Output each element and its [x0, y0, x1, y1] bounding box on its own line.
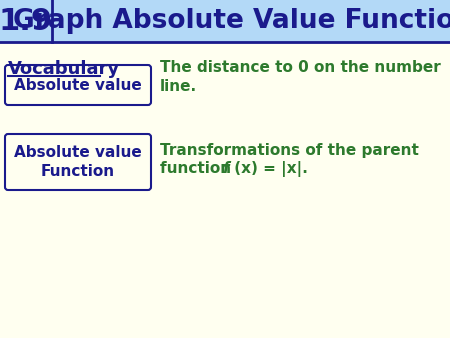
Text: 1.9: 1.9: [0, 6, 53, 35]
FancyBboxPatch shape: [0, 0, 52, 42]
Text: function: function: [160, 161, 236, 176]
Text: f: f: [222, 161, 229, 176]
Text: Absolute value
Function: Absolute value Function: [14, 145, 142, 179]
FancyBboxPatch shape: [5, 134, 151, 190]
Text: (x) = |x|.: (x) = |x|.: [229, 161, 308, 177]
FancyBboxPatch shape: [5, 65, 151, 105]
Text: Absolute value: Absolute value: [14, 77, 142, 93]
Text: Graph Absolute Value Functions: Graph Absolute Value Functions: [13, 8, 450, 34]
FancyBboxPatch shape: [0, 0, 450, 42]
Text: The distance to 0 on the number
line.: The distance to 0 on the number line.: [160, 59, 441, 94]
Text: Vocabulary: Vocabulary: [8, 60, 120, 78]
Text: Transformations of the parent: Transformations of the parent: [160, 143, 419, 158]
